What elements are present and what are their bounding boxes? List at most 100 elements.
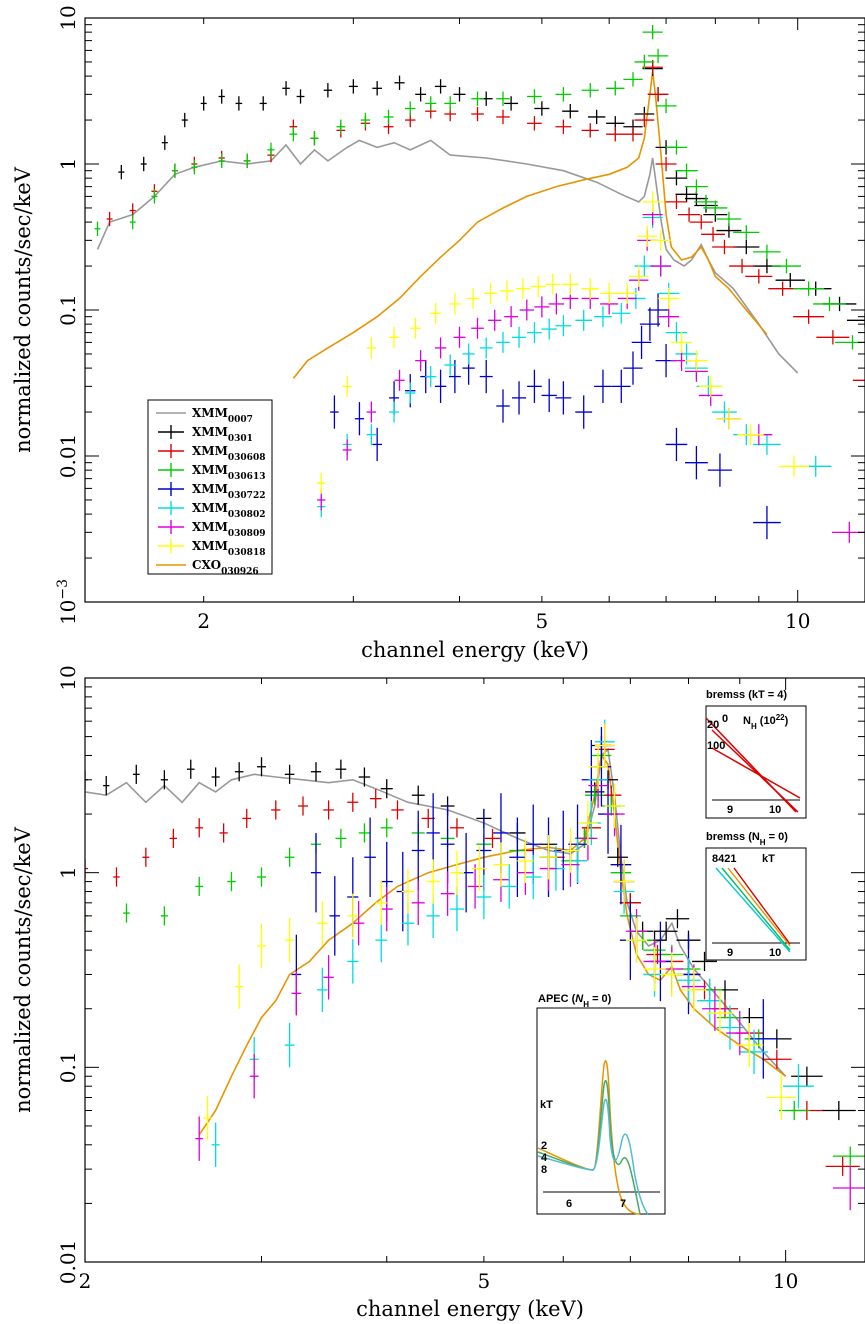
bottom-series-8-point	[347, 893, 359, 939]
top-series-8-point	[600, 282, 619, 304]
top-series-6-point	[425, 366, 437, 388]
bottom-series-6-point	[211, 1122, 220, 1167]
bottom-series-3-point	[219, 823, 228, 843]
top-series-1-line	[292, 71, 768, 379]
top-series-2-point	[504, 96, 519, 111]
inset-bremss-kt4-curve-100	[711, 747, 801, 799]
bottom-series-4-point	[832, 1146, 865, 1166]
bottom-series-8-point	[561, 828, 580, 873]
top-series-8-point	[515, 278, 531, 300]
bottom-series-2-point	[411, 785, 425, 805]
top-series-4-point	[665, 140, 688, 155]
top-series-8-point	[545, 273, 561, 295]
top-series-5-point	[665, 427, 688, 462]
bottom-series-3-point	[391, 800, 404, 820]
bottom-series-8-point	[234, 964, 244, 1009]
bottom-series-3-point	[195, 818, 204, 838]
top-series-5-point	[354, 402, 365, 436]
top-series-3-point	[701, 227, 725, 242]
bottom-series-3-point	[85, 858, 88, 879]
top-series-6-point	[444, 354, 457, 376]
top-series-7-point	[394, 369, 405, 391]
bottom-series-2-point	[211, 767, 220, 787]
top-series-4-point	[581, 83, 599, 98]
bottom-series-4-point	[195, 876, 204, 896]
legend-entry: XMM030818	[158, 539, 265, 558]
top-series-2-point	[218, 89, 225, 104]
top-series-5-point	[753, 505, 781, 540]
bottom-series-2-point	[234, 762, 244, 782]
top-series-7-point	[366, 401, 377, 423]
top-series-4-point	[675, 163, 698, 178]
top-y-tick-label: 1	[56, 158, 80, 171]
top-series-6-point	[366, 424, 377, 446]
bottom-series-6-point	[740, 1029, 768, 1075]
top-series-4-point	[753, 244, 781, 260]
top-series-7-point	[342, 439, 352, 461]
top-series-4-point	[404, 101, 416, 116]
inset-apec-label-2: 2	[541, 1140, 547, 1152]
inset-bremss-kt4-tick-10: 10	[769, 804, 781, 816]
bottom-y-tick-label: 0.1	[56, 1051, 80, 1083]
legend-entry: XMM0301	[158, 425, 253, 444]
top-series-4-point	[383, 109, 394, 125]
bottom-series-5-point	[440, 804, 455, 884]
inset-apec-tick-7: 7	[620, 1198, 626, 1210]
top-series-8-point	[342, 375, 352, 397]
inset-apec-tick-6: 6	[566, 1198, 572, 1210]
top-series-2-point	[200, 96, 207, 111]
top-series-2-point	[372, 81, 382, 96]
top-series-8-point	[670, 331, 693, 353]
top-series-3-point	[634, 112, 655, 128]
top-series-3-point	[677, 207, 701, 222]
legend-entries: XMM0007XMM0301XMM030608XMM030613XMM03072…	[156, 406, 265, 577]
inset-bremss-kt4-title: bremss (kT = 4)	[706, 689, 787, 701]
bottom-series-6-point	[284, 1022, 295, 1068]
top-series-3-point	[655, 156, 677, 172]
bottom-series-4-point	[257, 867, 267, 887]
top-series-5-point	[647, 293, 669, 327]
top-series-2-point	[775, 273, 805, 288]
bottom-series-8-point	[493, 842, 509, 887]
bottom-series-8-point	[613, 859, 635, 904]
top-series-2-point	[434, 79, 447, 94]
top-series-5-point	[639, 307, 660, 341]
top-series-5-point	[575, 395, 593, 429]
top-series-4-point	[771, 258, 802, 274]
top-series-8-point	[650, 229, 672, 251]
inset-bremss-kt4-frame	[705, 705, 807, 819]
top-series-8-point	[581, 278, 599, 300]
top-series-7-point	[658, 306, 680, 328]
bottom-series-2-point	[284, 764, 295, 784]
top-series-2-point	[296, 89, 305, 104]
top-series-2-point	[453, 87, 466, 102]
top-series-6-point	[479, 337, 493, 359]
bottom-series-4-point	[358, 823, 371, 843]
inset-apec-label-8: 8	[541, 1164, 547, 1176]
bottom-series-8-point	[681, 967, 707, 1013]
bottom-series-4-point	[778, 1100, 810, 1121]
top-series-6-point	[462, 343, 475, 365]
bottom-series-2-point	[160, 770, 168, 790]
bottom-series-8-point	[517, 838, 534, 884]
top-series-8-point	[410, 317, 421, 339]
bottom-y-axis-label: normalized counts/sec/keV	[11, 826, 35, 1113]
top-series-2-point	[259, 96, 267, 111]
top-series-8-point	[500, 280, 514, 302]
top-series-4-point	[642, 24, 663, 40]
top-y-tick-label: 0.01	[56, 434, 80, 479]
top-series-7-point	[488, 309, 502, 331]
bottom-series-3-point	[369, 789, 382, 809]
top-series-8-point	[716, 408, 742, 430]
inset-bremss-nh0: bremss (NH = 0) 8421 kT 9 10	[705, 831, 807, 961]
top-series-2	[118, 61, 865, 328]
top-series-3-point	[527, 116, 542, 131]
bottom-series-7-point	[411, 880, 425, 926]
legend-label: XMM0301	[192, 425, 253, 444]
legend-entry: XMM030722	[158, 482, 265, 501]
bottom-series-layer	[85, 719, 865, 1211]
bottom-x-tick-label: 10	[773, 1269, 798, 1293]
top-series-8-point	[562, 273, 579, 295]
top-series-6-point	[404, 382, 416, 404]
